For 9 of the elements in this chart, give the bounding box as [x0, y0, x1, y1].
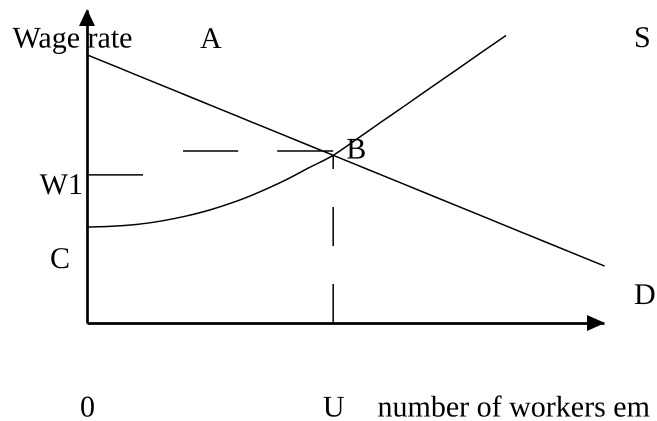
annotation: B	[346, 132, 366, 166]
series-label: D	[634, 278, 656, 311]
text: C	[50, 242, 70, 275]
text: S	[634, 20, 651, 54]
x-tick-label: 0	[80, 390, 95, 421]
annotation: A	[200, 22, 222, 55]
x-tick-label: U	[322, 390, 345, 421]
x-axis-title: number of workers em	[378, 390, 650, 421]
ref-line-label: W1	[40, 168, 83, 201]
